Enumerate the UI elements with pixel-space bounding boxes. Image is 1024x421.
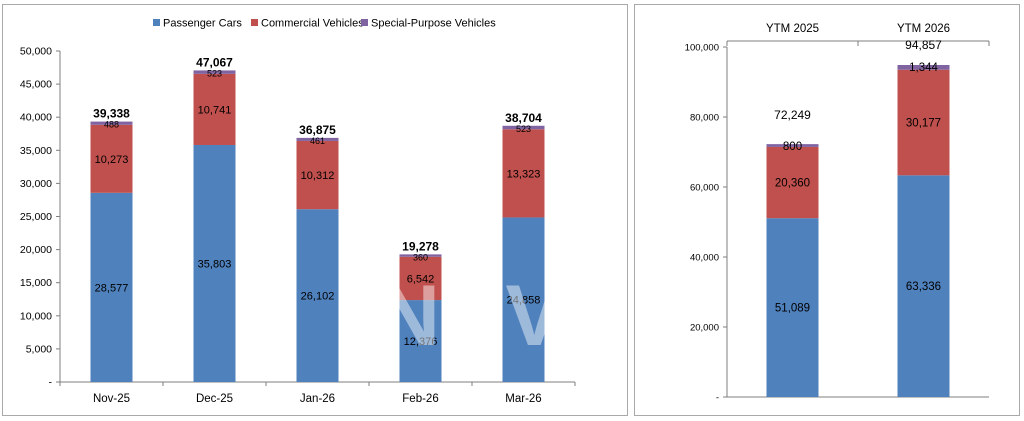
x-category-label: YTM 2026 bbox=[897, 23, 950, 35]
bar-segment-special-purpose-vehicles bbox=[193, 70, 236, 74]
data-label-passenger-cars: 51,089 bbox=[775, 303, 810, 315]
total-label: 72,249 bbox=[774, 108, 811, 122]
data-label-special-purpose-vehicles: 461 bbox=[310, 136, 325, 146]
data-label-commercial-vehicles: 6,542 bbox=[407, 273, 435, 285]
y-tick-label: 40,000 bbox=[690, 253, 719, 264]
data-label-special-purpose-vehicles: 523 bbox=[207, 68, 222, 78]
y-tick-label: 45,000 bbox=[20, 79, 52, 91]
data-label-special-purpose-vehicles: 800 bbox=[783, 141, 802, 153]
data-label-commercial-vehicles: 10,273 bbox=[95, 154, 129, 166]
y-tick-label: - bbox=[716, 393, 719, 404]
bar-segment-passenger-cars bbox=[766, 218, 819, 397]
y-tick-label: 20,000 bbox=[690, 323, 719, 334]
y-tick-label: 20,000 bbox=[20, 244, 52, 256]
ytm-sales-chart-panel: - 20,000 40,000 60,000 80,000 100,000 51,089 20… bbox=[634, 4, 1020, 416]
y-tick-label: 5,000 bbox=[26, 343, 52, 355]
legend-swatch-commercial-vehicles bbox=[251, 19, 258, 26]
monthly-sales-chart-panel: Passenger Cars Commercial Vehicles Special… bbox=[2, 4, 628, 416]
y-tick-label: 80,000 bbox=[690, 113, 719, 124]
total-label: 19,278 bbox=[402, 239, 439, 253]
y-tick-label: 50,000 bbox=[20, 46, 52, 58]
y-tick-label: 35,000 bbox=[20, 145, 52, 157]
bar-segment-passenger-cars bbox=[193, 144, 236, 382]
y-tick-label: 30,000 bbox=[20, 178, 52, 190]
x-category-label: Nov-25 bbox=[93, 393, 130, 405]
bar-segment-commercial-vehicles bbox=[399, 256, 442, 301]
bar-segment-special-purpose-vehicles bbox=[897, 65, 950, 70]
data-label-commercial-vehicles: 10,741 bbox=[198, 104, 232, 116]
bar-segment-special-purpose-vehicles bbox=[502, 125, 545, 130]
legend-label-commercial-vehicles: Commercial Vehicles bbox=[261, 18, 364, 30]
bar-segment-passenger-cars bbox=[90, 192, 133, 382]
total-label: 47,067 bbox=[196, 55, 233, 69]
bar-segment-special-purpose-vehicles bbox=[296, 137, 339, 141]
x-category-label: Dec-25 bbox=[196, 393, 233, 405]
data-label-special-purpose-vehicles: 488 bbox=[104, 120, 119, 130]
data-label-commercial-vehicles: 13,323 bbox=[507, 168, 541, 180]
legend-swatch-special-purpose-vehicles bbox=[361, 19, 368, 26]
data-label-passenger-cars: 63,336 bbox=[906, 281, 941, 293]
bar-segment-commercial-vehicles bbox=[90, 124, 133, 193]
x-category-label: Jan-26 bbox=[300, 393, 335, 405]
legend-label-special-purpose-vehicles: Special-Purpose Vehicles bbox=[371, 18, 496, 30]
y-tick-label: 25,000 bbox=[20, 211, 52, 223]
monthly-sales-chart: Passenger Cars Commercial Vehicles Special… bbox=[20, 18, 576, 405]
total-label: 39,338 bbox=[93, 107, 130, 121]
bar-segment-commercial-vehicles bbox=[766, 146, 819, 219]
y-tick-label: 60,000 bbox=[690, 183, 719, 194]
y-tick-label: 100,000 bbox=[685, 43, 719, 54]
total-label: 94,857 bbox=[905, 38, 942, 52]
data-label-passenger-cars: 35,803 bbox=[198, 258, 232, 270]
legend-label-passenger-cars: Passenger Cars bbox=[163, 18, 242, 30]
total-label: 38,704 bbox=[505, 111, 542, 125]
bar-segment-special-purpose-vehicles bbox=[766, 144, 819, 147]
x-category-label: YTM 2025 bbox=[766, 23, 819, 35]
bar-segment-passenger-cars bbox=[296, 209, 339, 382]
data-label-passenger-cars: 26,102 bbox=[301, 291, 335, 303]
y-tick-label: - bbox=[49, 377, 53, 389]
data-label-commercial-vehicles: 10,312 bbox=[301, 170, 335, 182]
y-tick-label: 15,000 bbox=[20, 277, 52, 289]
data-label-passenger-cars: 28,577 bbox=[95, 282, 129, 294]
bar-segment-passenger-cars bbox=[502, 217, 545, 382]
data-label-passenger-cars: 12,376 bbox=[404, 336, 438, 348]
data-label-special-purpose-vehicles: 1,344 bbox=[909, 62, 938, 74]
bar-segment-special-purpose-vehicles bbox=[399, 254, 442, 257]
x-category-label: Feb-26 bbox=[402, 393, 438, 405]
total-label: 36,875 bbox=[299, 123, 336, 137]
bar-segment-commercial-vehicles bbox=[296, 140, 339, 210]
bar-segment-passenger-cars bbox=[399, 300, 442, 382]
legend-swatch-passenger-cars bbox=[153, 19, 160, 26]
y-tick-label: 10,000 bbox=[20, 310, 52, 322]
data-label-special-purpose-vehicles: 360 bbox=[413, 252, 428, 262]
x-category-label: Mar-26 bbox=[505, 393, 541, 405]
ytm-sales-chart: - 20,000 40,000 60,000 80,000 100,000 51,089 20… bbox=[685, 23, 990, 404]
y-tick-label: 40,000 bbox=[20, 112, 52, 124]
bar-segment-passenger-cars bbox=[897, 175, 950, 397]
data-label-passenger-cars: 24,858 bbox=[507, 295, 541, 307]
bar-segment-commercial-vehicles bbox=[193, 73, 236, 145]
bar-segment-commercial-vehicles bbox=[897, 69, 950, 176]
data-label-special-purpose-vehicles: 523 bbox=[516, 124, 531, 134]
bar-segment-commercial-vehicles bbox=[502, 129, 545, 218]
data-label-commercial-vehicles: 20,360 bbox=[775, 178, 810, 190]
bar-segment-special-purpose-vehicles bbox=[90, 121, 133, 125]
data-label-commercial-vehicles: 30,177 bbox=[906, 118, 941, 130]
